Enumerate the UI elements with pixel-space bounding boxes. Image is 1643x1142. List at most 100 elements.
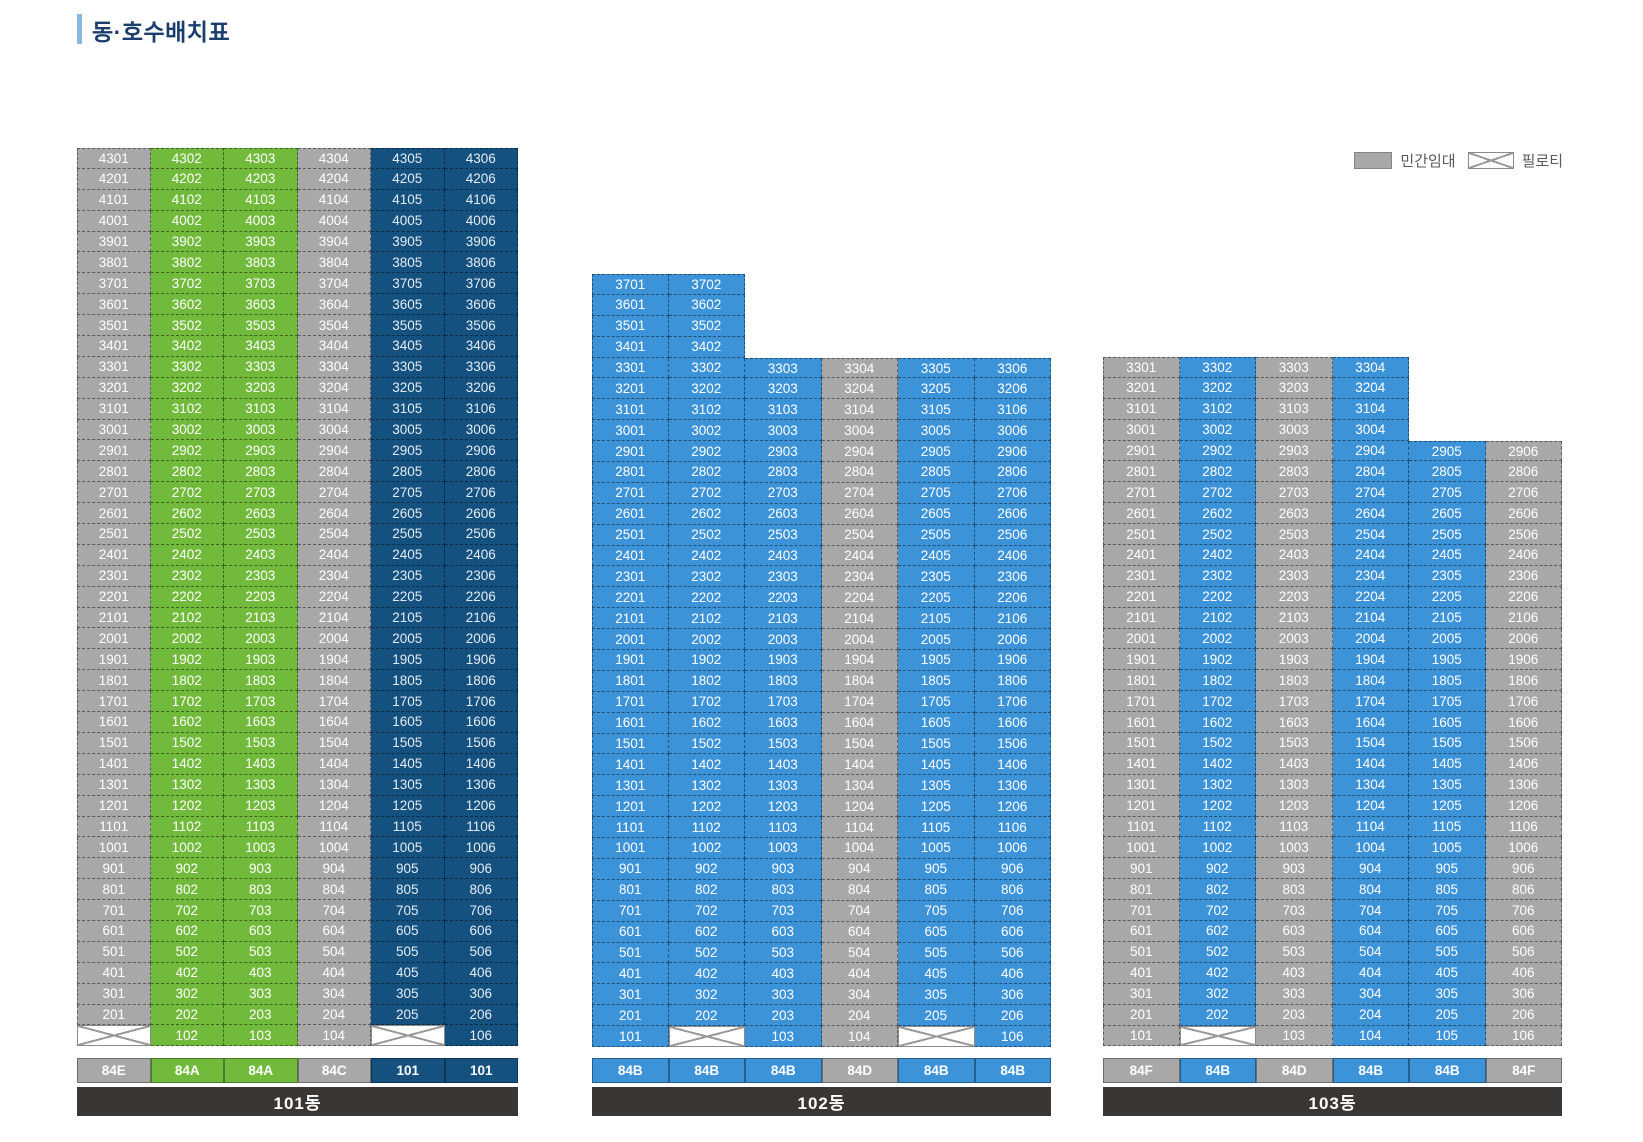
unit-cell: 3206	[974, 378, 1051, 400]
unit-cell: 4001	[77, 210, 151, 232]
unit-cell: 801	[1103, 879, 1180, 901]
unit-cell: 4302	[150, 148, 224, 169]
unit-cell: 1705	[371, 691, 445, 713]
unit-cell: 1803	[745, 670, 822, 692]
unit-cell: 1502	[1179, 733, 1256, 754]
unit-cell: 1701	[1103, 691, 1180, 713]
unit-cell: 2603	[224, 503, 298, 525]
unit-cell: 1102	[1179, 816, 1256, 838]
unit-cell: 205	[898, 1005, 975, 1027]
unit-cell: 3601	[592, 294, 669, 316]
unit-cell: 2206	[974, 587, 1051, 609]
unit-cell: 703	[1256, 900, 1333, 922]
unit-cell: 2902	[150, 440, 224, 462]
unit-cell: 1305	[371, 774, 445, 796]
unit-cell: 3104	[297, 398, 371, 420]
empty-cell	[745, 316, 822, 337]
unit-cell: 3602	[668, 294, 745, 316]
unit-cell: 601	[1103, 921, 1180, 942]
unit-cell: 105	[1409, 1025, 1486, 1047]
unit-cell: 1401	[1103, 753, 1180, 775]
unit-cell: 1106	[1485, 816, 1562, 838]
unit-cell: 1604	[297, 712, 371, 733]
unit-cell: 2305	[371, 565, 445, 587]
unit-cell: 3102	[150, 398, 224, 420]
unit-cell: 1604	[1332, 712, 1409, 734]
unit-cell: 3703	[224, 273, 298, 295]
unit-cell: 2904	[297, 440, 371, 462]
unit-cell: 4006	[444, 210, 518, 232]
unit-cell: 2901	[1103, 440, 1180, 462]
unit-cell: 1002	[668, 838, 745, 859]
unit-cell: 605	[371, 920, 445, 942]
unit-cell: 3606	[444, 294, 518, 316]
unit-cell: 4303	[224, 148, 298, 169]
unit-cell: 303	[745, 984, 822, 1006]
unit-cell: 1303	[224, 774, 298, 796]
unit-cell: 2106	[444, 607, 518, 629]
empty-cell	[1409, 378, 1486, 399]
unit-cell: 2205	[898, 587, 975, 609]
unit-cell: 3203	[1256, 377, 1333, 399]
unit-cell: 701	[1103, 900, 1180, 922]
unit-cell: 903	[224, 858, 298, 880]
unit-cell: 3804	[297, 252, 371, 274]
unit-cell: 2702	[1179, 482, 1256, 504]
unit-type-cell: 84C	[297, 1058, 371, 1083]
unit-cell: 1002	[1179, 837, 1256, 859]
unit-cell: 3305	[898, 357, 975, 379]
unit-cell: 1703	[745, 691, 822, 713]
unit-cell: 2104	[1332, 607, 1409, 629]
unit-cell: 3801	[77, 252, 151, 274]
unit-cell: 2004	[821, 629, 898, 651]
unit-cell: 2504	[1332, 524, 1409, 546]
unit-cell: 902	[150, 858, 224, 880]
unit-cell: 1004	[821, 838, 898, 859]
unit-cell: 1706	[974, 691, 1051, 713]
unit-cell: 2204	[1332, 586, 1409, 608]
unit-cell: 1404	[297, 753, 371, 775]
unit-cell: 1003	[745, 838, 822, 859]
unit-cell: 2602	[668, 503, 745, 525]
unit-cell: 3502	[668, 315, 745, 337]
unit-cell: 2606	[444, 503, 518, 525]
unit-cell: 503	[224, 941, 298, 963]
unit-cell: 802	[150, 879, 224, 901]
unit-cell: 1501	[77, 732, 151, 754]
unit-cell: 204	[297, 1004, 371, 1026]
page-title: 동·호수배치표	[92, 19, 231, 45]
unit-cell: 1405	[371, 753, 445, 775]
unit-cell: 3904	[297, 231, 371, 253]
unit-cell: 1001	[1103, 837, 1180, 859]
unit-cell: 605	[1409, 921, 1486, 942]
unit-cell: 2806	[974, 462, 1051, 483]
unit-cell: 3604	[297, 294, 371, 316]
unit-cell: 501	[1103, 941, 1180, 963]
unit-cell: 2105	[371, 607, 445, 629]
unit-cell: 1704	[1332, 691, 1409, 713]
unit-cell: 2701	[1103, 482, 1180, 504]
unit-cell: 3706	[444, 273, 518, 295]
unit-cell: 303	[224, 983, 298, 1005]
unit-cell: 2004	[1332, 628, 1409, 650]
unit-cell: 2105	[898, 608, 975, 630]
unit-cell: 2302	[668, 566, 745, 588]
empty-cell	[745, 295, 822, 316]
unit-cell: 603	[1256, 921, 1333, 942]
unit-cell: 3104	[1332, 398, 1409, 420]
unit-type-row: 84E 84A 84A 84C 101 101	[77, 1058, 518, 1083]
unit-cell: 2905	[371, 440, 445, 462]
unit-cell: 1806	[444, 670, 518, 692]
unit-cell: 1504	[1332, 733, 1409, 754]
unit-cell: 2806	[444, 461, 518, 483]
unit-cell: 703	[745, 900, 822, 922]
empty-cell	[1409, 357, 1486, 378]
unit-cell: 2205	[371, 586, 445, 608]
unit-cell: 1901	[1103, 649, 1180, 671]
unit-cell: 3006	[974, 420, 1051, 442]
unit-cell: 2705	[1409, 482, 1486, 504]
unit-cell: 2201	[592, 587, 669, 609]
unit-cell: 3702	[150, 273, 224, 295]
unit-cell: 2804	[821, 462, 898, 483]
rental-swatch-icon	[1354, 152, 1393, 169]
